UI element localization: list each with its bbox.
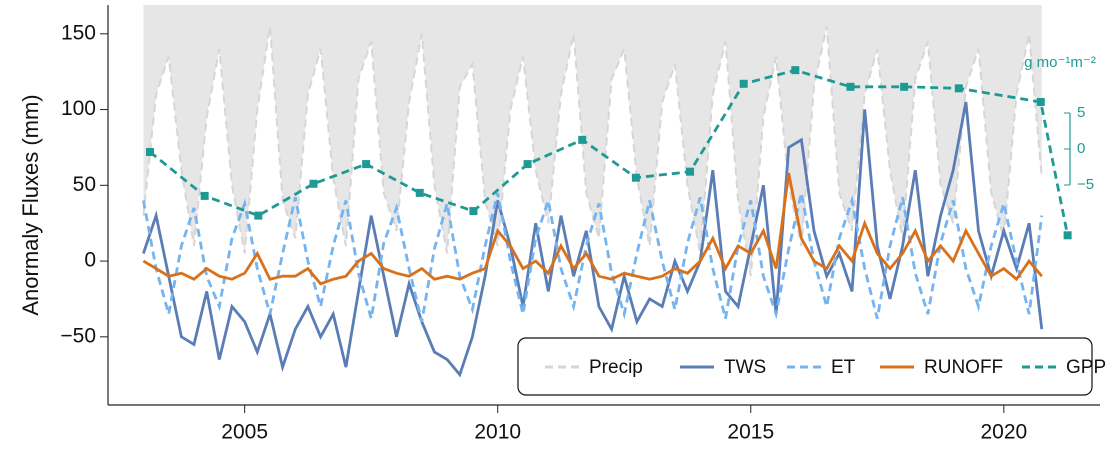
x-tick-label: 2015: [727, 421, 774, 444]
legend-label: RUNOFF: [924, 357, 1003, 378]
plot-area: [142, 5, 1043, 277]
gpp-marker: [954, 84, 963, 93]
series-line: [142, 192, 1044, 323]
x-tick-label: 2005: [221, 421, 268, 444]
y-tick-label: 50: [73, 173, 96, 196]
gpp-marker: [846, 82, 855, 91]
y-axis-label: Anormaly Fluxes (mm): [18, 94, 43, 315]
gpp-marker: [686, 167, 695, 176]
gpp-marker: [415, 188, 424, 197]
gpp-marker: [578, 135, 587, 144]
legend-label: GPP: [1066, 357, 1106, 378]
gpp-marker: [146, 147, 155, 156]
gpp-marker: [523, 160, 532, 169]
gpp-marker: [469, 207, 478, 216]
gpp-marker: [631, 173, 640, 182]
gpp-marker: [254, 211, 263, 220]
y-tick-label: 0: [84, 249, 96, 272]
gpp-marker: [200, 191, 209, 200]
y-tick-label: −50: [60, 324, 96, 347]
gpp-marker: [739, 79, 748, 88]
x-tick-label: 2020: [980, 421, 1027, 444]
legend-label: Precip: [589, 357, 643, 378]
gpp-marker: [791, 66, 800, 75]
y2-tick-label: −5: [1077, 176, 1094, 193]
gpp-marker: [1063, 231, 1072, 240]
precip-area: [143, 5, 1042, 277]
legend-label: TWS: [724, 357, 766, 378]
series-line: [142, 101, 1044, 378]
gpp-marker: [362, 160, 371, 169]
y-tick-label: 100: [61, 97, 96, 120]
legend-label: ET: [831, 357, 856, 378]
y2-tick-label: 0: [1077, 140, 1085, 157]
x-tick-label: 2010: [474, 421, 521, 444]
gpp-marker: [309, 179, 318, 188]
series-line: [142, 25, 1043, 277]
plot-lines: [142, 66, 1072, 378]
series-line: [142, 172, 1043, 286]
gpp-marker: [1036, 97, 1045, 106]
gpp-marker: [900, 82, 909, 91]
y-tick-label: 150: [61, 21, 96, 44]
y2-axis-label: g mo⁻¹m⁻²: [1024, 54, 1096, 71]
y2-tick-label: 5: [1077, 104, 1085, 121]
